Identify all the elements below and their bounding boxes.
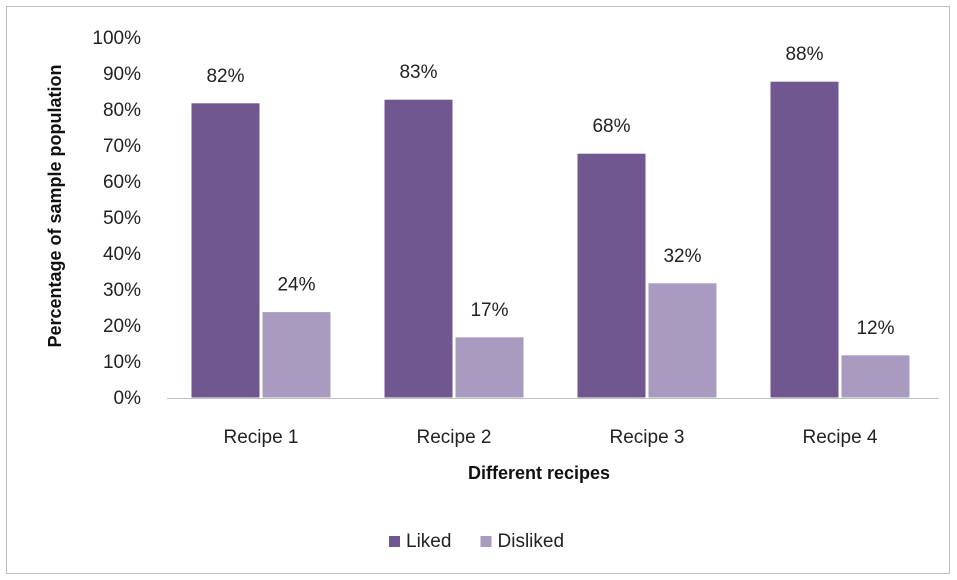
y-tick-label: 70% — [103, 136, 141, 157]
bar-liked-1 — [190, 102, 261, 399]
legend: Liked Disliked — [389, 531, 564, 552]
bar-liked-4 — [769, 80, 840, 399]
x-tick-label: Recipe 2 — [417, 427, 492, 448]
y-tick-label: 40% — [103, 244, 141, 265]
bar-disliked-3 — [647, 282, 718, 399]
bars — [190, 80, 911, 399]
data-label-disliked-3: 32% — [663, 246, 701, 267]
bar-disliked-1 — [261, 311, 332, 399]
legend-swatch-liked — [389, 536, 400, 547]
data-label-liked-4: 88% — [785, 44, 823, 65]
y-tick-label: 50% — [103, 208, 141, 229]
y-tick-label: 80% — [103, 100, 141, 121]
data-label-disliked-1: 24% — [277, 275, 315, 296]
x-axis: Recipe 1 Recipe 2 Recipe 3 Recipe 4 — [224, 427, 878, 448]
y-tick-label: 90% — [103, 64, 141, 85]
data-label-liked-1: 82% — [206, 66, 244, 87]
bar-disliked-2 — [454, 336, 525, 399]
legend-label-disliked: Disliked — [498, 531, 565, 552]
bar-disliked-4 — [840, 354, 911, 399]
data-label-liked-3: 68% — [592, 116, 630, 137]
y-tick-label: 30% — [103, 280, 141, 301]
y-tick-label: 10% — [103, 352, 141, 373]
data-label-liked-2: 83% — [399, 62, 437, 83]
x-tick-label: Recipe 1 — [224, 427, 299, 448]
bar-liked-2 — [383, 98, 454, 399]
bar-chart: 0% 10% 20% 30% 40% 50% 60% 70% 80% 90% 100% 82% 24%… — [45, 28, 939, 552]
data-labels: 82% 24% 83% 17% 68% 32% 88% 12% — [206, 44, 894, 339]
y-tick-label: 100% — [92, 28, 141, 49]
y-tick-label: 20% — [103, 316, 141, 337]
x-tick-label: Recipe 4 — [803, 427, 878, 448]
y-tick-label: 0% — [114, 388, 142, 409]
y-tick-label: 60% — [103, 172, 141, 193]
y-axis-title: Percentage of sample population — [45, 64, 65, 347]
x-tick-label: Recipe 3 — [610, 427, 685, 448]
chart-frame: 0% 10% 20% 30% 40% 50% 60% 70% 80% 90% 100% 82% 24%… — [6, 6, 950, 574]
data-label-disliked-2: 17% — [470, 300, 508, 321]
y-axis: 0% 10% 20% 30% 40% 50% 60% 70% 80% 90% 100% — [92, 28, 141, 409]
data-label-disliked-4: 12% — [856, 318, 894, 339]
x-axis-title: Different recipes — [468, 463, 610, 483]
legend-label-liked: Liked — [406, 531, 451, 552]
bar-liked-3 — [576, 152, 647, 399]
legend-swatch-disliked — [480, 536, 492, 547]
